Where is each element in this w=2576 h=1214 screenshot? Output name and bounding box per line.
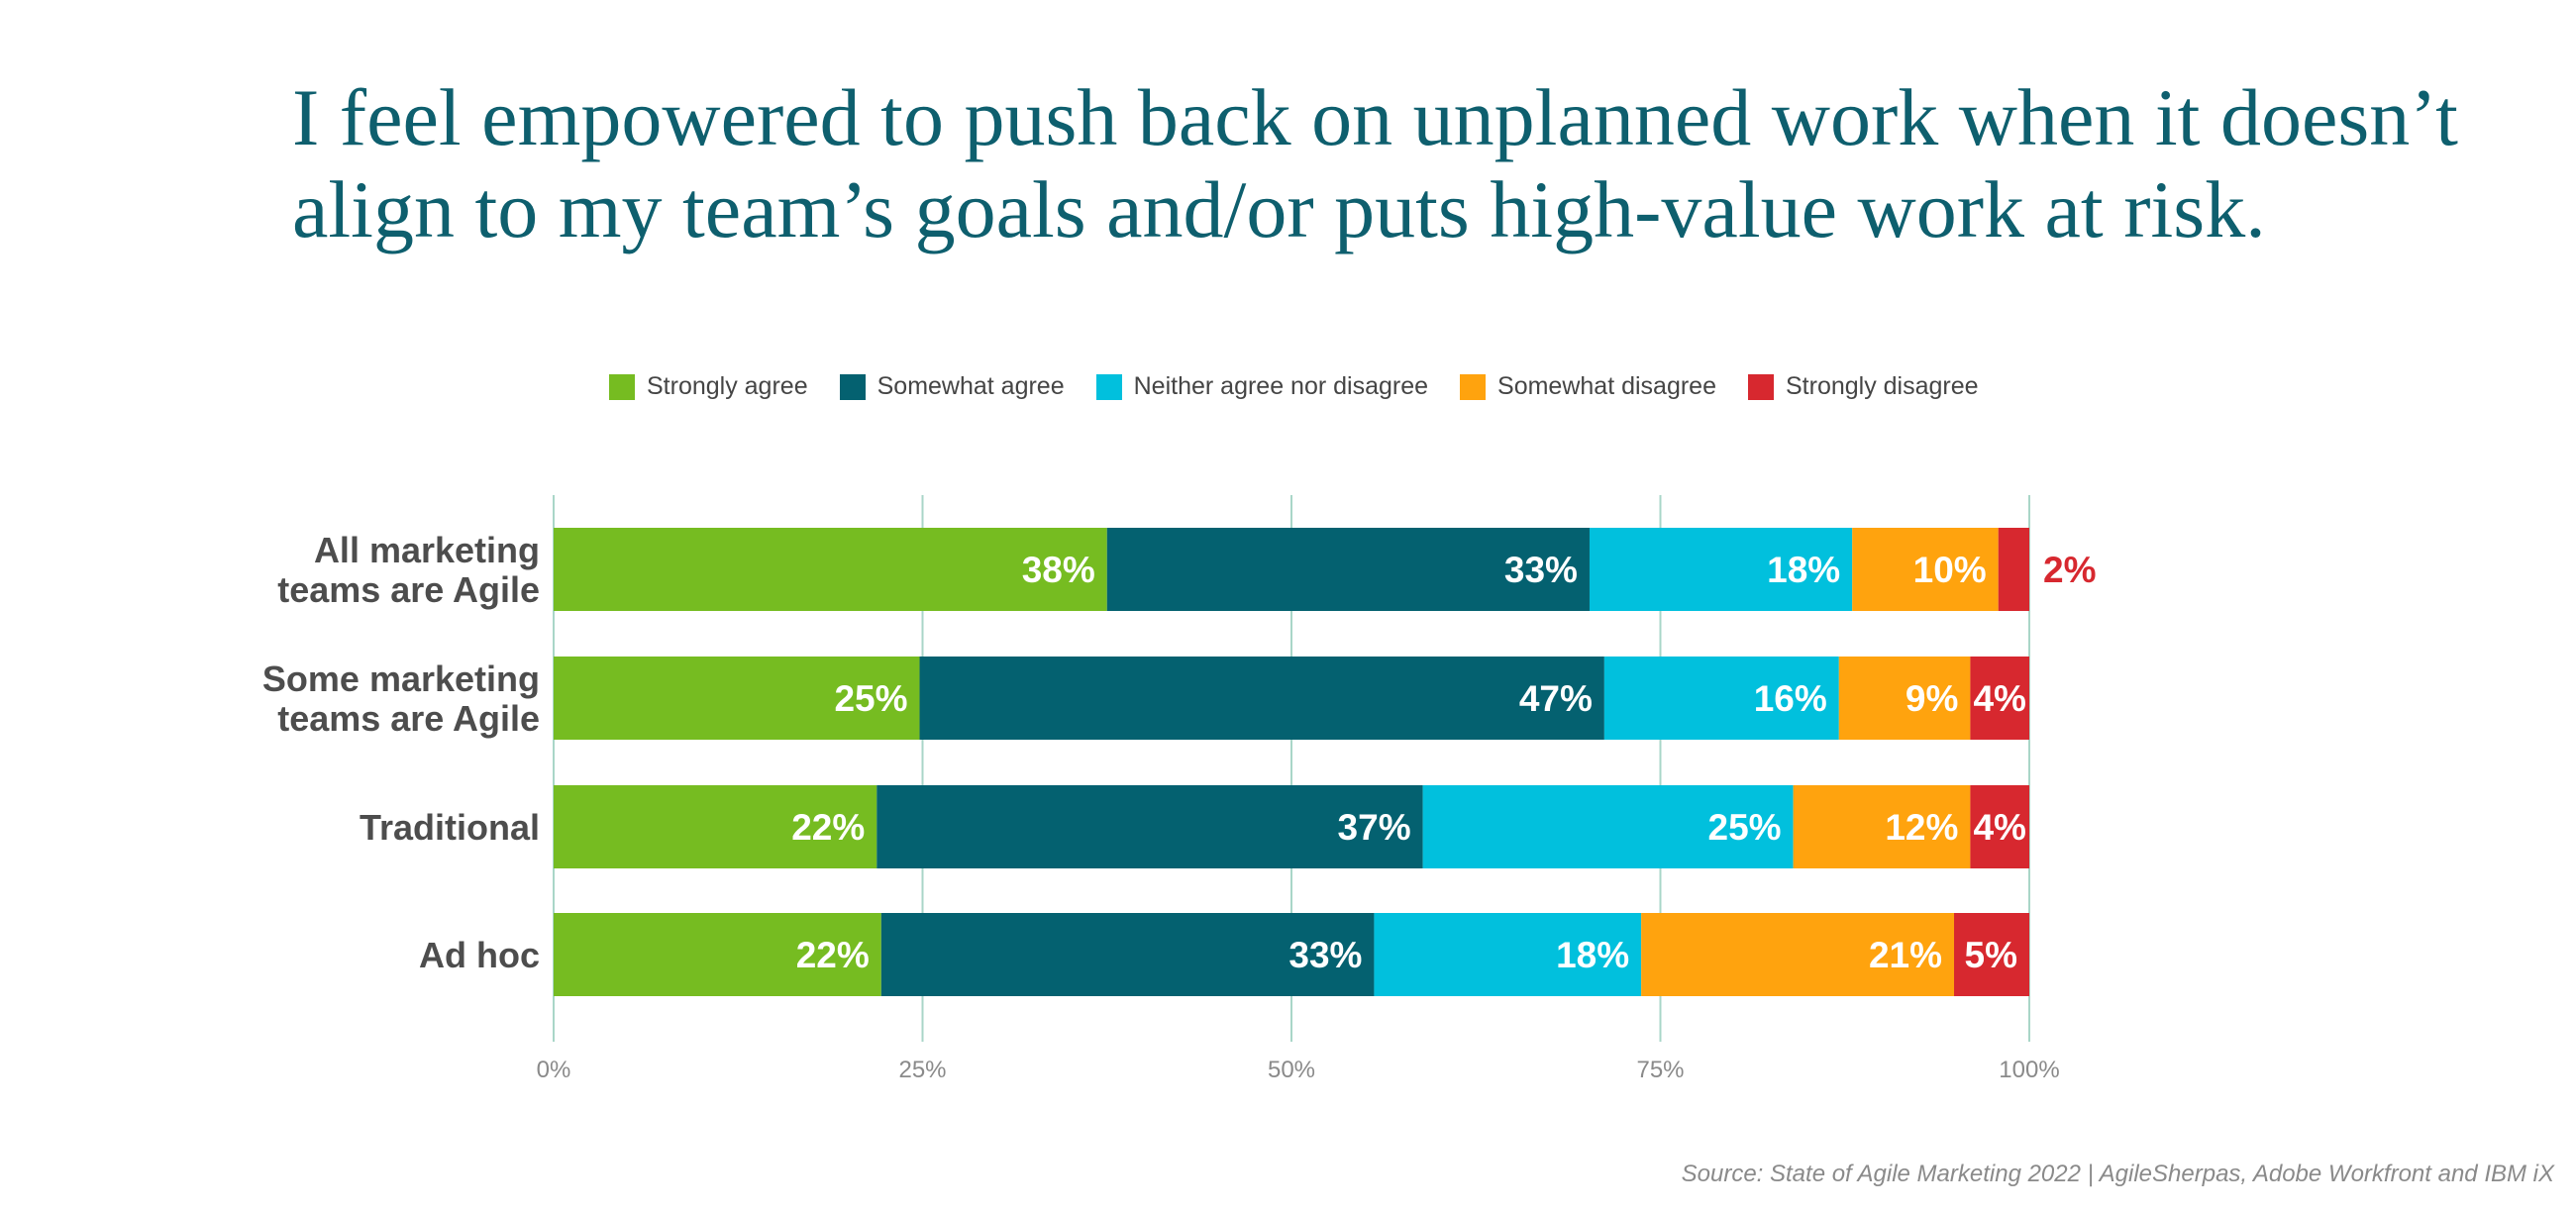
bar-segment [1998, 528, 2029, 611]
data-label: 38% [1022, 550, 1095, 590]
chart-title-line-2: align to my team’s goals and/or puts hig… [292, 164, 2266, 254]
bar-segment [1641, 913, 1955, 996]
x-tick-label: 50% [1268, 1057, 1315, 1083]
legend-label: Strongly disagree [1786, 372, 1979, 400]
category-label: All marketing [314, 530, 540, 570]
legend-item: Somewhat agree [839, 372, 1065, 401]
data-label: 22% [796, 935, 870, 975]
x-tick-label: 100% [1999, 1057, 2059, 1083]
data-label: 2% [2043, 550, 2096, 590]
legend-swatch [609, 373, 635, 400]
bar-segment [1852, 528, 1999, 611]
bar-segment [554, 785, 877, 868]
bar-segment [1970, 657, 2029, 740]
category-label: teams are Agile [277, 569, 540, 610]
bar-segment [880, 913, 1375, 996]
data-label: 25% [834, 678, 907, 719]
data-label: 25% [1708, 807, 1782, 848]
bar-segment [1970, 785, 2029, 868]
data-label: 22% [791, 807, 865, 848]
data-label: 16% [1754, 678, 1827, 719]
data-label: 9% [1906, 678, 1958, 719]
data-label: 18% [1556, 935, 1629, 975]
data-label: 12% [1885, 807, 1958, 848]
legend-swatch [1748, 373, 1774, 400]
legend-label: Strongly agree [647, 372, 808, 400]
bar-segment [1422, 785, 1794, 868]
bar-segment [1106, 528, 1590, 611]
x-tick-label: 25% [898, 1057, 946, 1083]
data-label: 18% [1767, 550, 1840, 590]
x-tick-label: 0% [537, 1057, 571, 1083]
data-label: 10% [1913, 550, 1987, 590]
legend-item: Strongly disagree [1748, 372, 1979, 401]
legend-label: Somewhat disagree [1497, 372, 1716, 400]
legend-label: Neither agree nor disagree [1133, 372, 1429, 400]
legend-item: Strongly agree [609, 372, 808, 401]
data-label: 4% [1973, 678, 2025, 719]
data-label: 5% [1965, 935, 2017, 975]
bar-segment [554, 657, 920, 740]
category-label: teams are Agile [277, 698, 540, 739]
legend-item: Neither agree nor disagree [1095, 372, 1429, 401]
legend-swatch [839, 373, 866, 400]
bar-segment [919, 657, 1604, 740]
legend-swatch [1460, 373, 1487, 400]
data-label: 47% [1519, 678, 1593, 719]
source-note: Source: State of Agile Marketing 2022 | … [1681, 1161, 2554, 1187]
bar-segment [554, 913, 881, 996]
bar-segment [1589, 528, 1853, 611]
chart-title-line-1: I feel empowered to push back on unplann… [292, 72, 2458, 162]
category-label: Some marketing [262, 658, 540, 699]
category-label: Ad hoc [419, 935, 540, 975]
bar-segment [1374, 913, 1642, 996]
data-label: 33% [1504, 550, 1578, 590]
data-label: 4% [1973, 807, 2025, 848]
bar-segment [1603, 657, 1839, 740]
category-label: Traditional [360, 807, 540, 848]
bar-segment [1793, 785, 1971, 868]
bar-segment [1954, 913, 2029, 996]
data-label: 33% [1288, 935, 1362, 975]
legend: Strongly agree Somewhat agree Neither agre… [609, 372, 1979, 401]
data-label: 37% [1338, 807, 1411, 848]
bar-segment [1838, 657, 1971, 740]
x-tick-label: 75% [1636, 1057, 1684, 1083]
legend-label: Somewhat agree [876, 372, 1065, 400]
legend-swatch [1095, 373, 1122, 400]
chart-title: I feel empowered to push back on unplann… [292, 71, 2550, 255]
bar-segment [554, 528, 1107, 611]
legend-item: Somewhat disagree [1460, 372, 1716, 401]
bar-segment [876, 785, 1423, 868]
data-label: 21% [1869, 935, 1942, 975]
